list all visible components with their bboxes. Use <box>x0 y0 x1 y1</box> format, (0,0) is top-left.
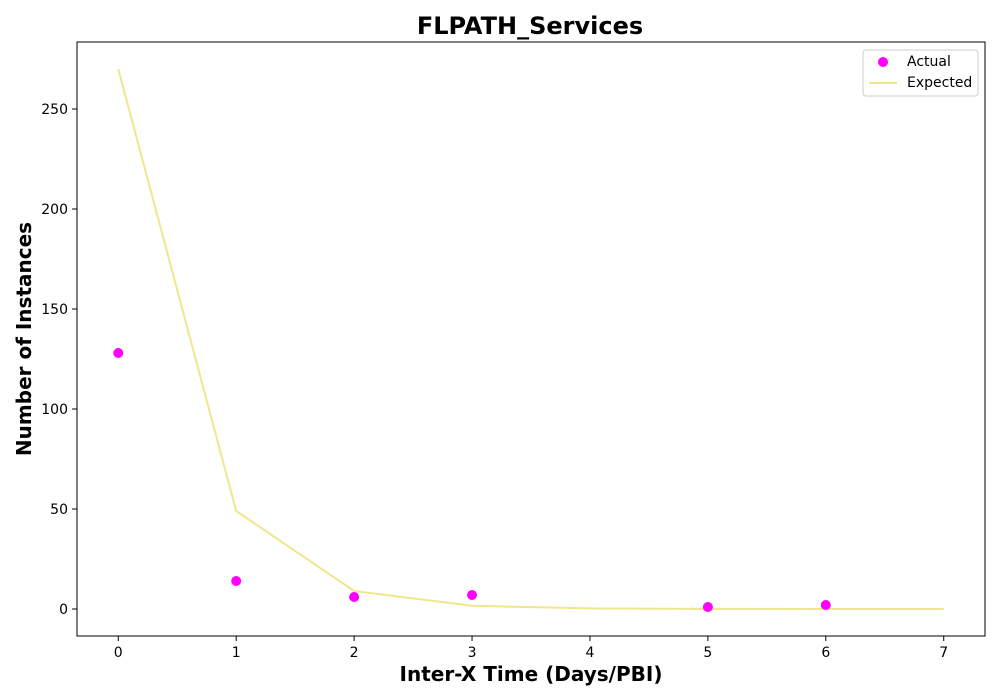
y-tick-label: 100 <box>41 402 68 418</box>
y-tick-label: 200 <box>41 202 68 218</box>
x-axis-ticks: 0 1 2 3 4 5 6 7 <box>114 636 948 661</box>
plot-area <box>76 41 986 637</box>
x-tick-label: 4 <box>586 645 595 661</box>
y-tick-label: 150 <box>41 302 68 318</box>
legend-box <box>862 49 979 97</box>
x-tick-label: 6 <box>821 645 830 661</box>
x-tick-label: 2 <box>350 645 359 661</box>
legend-expected-label: Expected <box>907 75 972 91</box>
x-tick-label: 3 <box>468 645 477 661</box>
chart-title: FLPATH_Services <box>417 12 643 40</box>
x-tick-label: 0 <box>114 645 123 661</box>
expected-series-line <box>117 68 944 610</box>
y-axis-label: Number of Instances <box>12 222 36 456</box>
y-axis-ticks: 0 50 100 150 200 250 <box>41 102 77 618</box>
actual-point <box>467 590 478 600</box>
legend: Actual Expected <box>862 49 979 97</box>
x-tick-label: 7 <box>939 645 948 661</box>
expected-line-layer <box>117 68 944 610</box>
plot-frame <box>76 41 986 637</box>
actual-point <box>702 602 713 612</box>
legend-actual-marker <box>878 57 888 67</box>
y-tick-label: 50 <box>50 502 68 518</box>
x-tick-label: 5 <box>703 645 712 661</box>
actual-point <box>820 600 831 610</box>
actual-point <box>231 576 242 586</box>
y-tick-label: 0 <box>59 602 68 618</box>
x-tick-label: 1 <box>232 645 241 661</box>
y-tick-label: 250 <box>41 102 68 118</box>
actual-point <box>113 348 124 358</box>
actual-points-layer <box>113 348 831 612</box>
legend-actual-label: Actual <box>907 54 951 70</box>
actual-point <box>349 592 360 602</box>
x-axis-label: Inter-X Time (Days/PBI) <box>400 662 663 686</box>
